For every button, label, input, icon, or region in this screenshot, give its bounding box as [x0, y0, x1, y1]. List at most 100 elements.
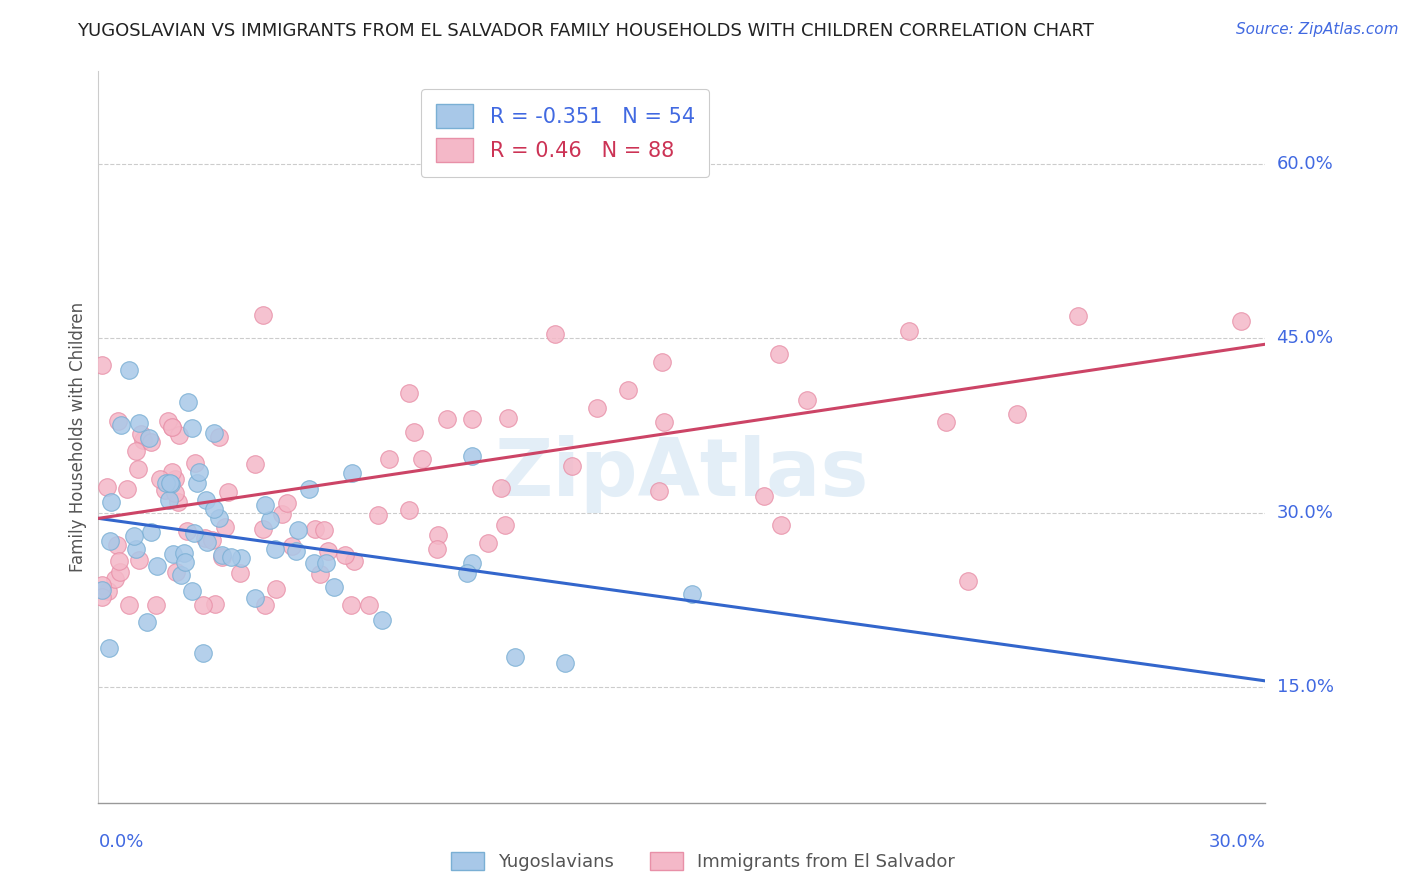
Point — [477, 535, 499, 549]
Point — [309, 566, 332, 581]
Point — [544, 327, 567, 342]
Point — [503, 649, 526, 664]
Point — [1067, 310, 1090, 324]
Point — [768, 347, 790, 361]
Point — [648, 483, 671, 498]
Point — [160, 477, 183, 491]
Point — [195, 492, 218, 507]
Y-axis label: Family Households with Children: Family Households with Children — [69, 302, 87, 572]
Point — [285, 544, 308, 558]
Point — [91, 577, 114, 591]
Point — [651, 355, 673, 369]
Point — [160, 420, 183, 434]
Point — [411, 452, 433, 467]
Point — [436, 411, 458, 425]
Point — [127, 462, 149, 476]
Point — [176, 524, 198, 538]
Point — [496, 410, 519, 425]
Point — [243, 457, 266, 471]
Point — [211, 550, 233, 565]
Point — [316, 543, 339, 558]
Point — [108, 554, 131, 568]
Point — [165, 486, 187, 500]
Point — [188, 465, 211, 479]
Legend: R = -0.351   N = 54, R = 0.46   N = 88: R = -0.351 N = 54, R = 0.46 N = 88 — [420, 89, 710, 177]
Point — [100, 495, 122, 509]
Point — [107, 414, 129, 428]
Point — [162, 466, 184, 480]
Point — [315, 557, 337, 571]
Point — [104, 572, 127, 586]
Text: ZipAtlas: ZipAtlas — [495, 434, 869, 513]
Point — [181, 421, 204, 435]
Point — [287, 523, 309, 537]
Point — [554, 656, 576, 670]
Point — [340, 467, 363, 481]
Point — [398, 386, 420, 401]
Point — [202, 426, 225, 441]
Point — [181, 584, 204, 599]
Text: 30.0%: 30.0% — [1277, 504, 1333, 522]
Point — [398, 502, 420, 516]
Point — [91, 582, 114, 597]
Point — [333, 548, 356, 562]
Point — [426, 541, 449, 556]
Point — [229, 566, 252, 580]
Point — [97, 584, 120, 599]
Point — [752, 489, 775, 503]
Point — [426, 528, 449, 542]
Point — [204, 597, 226, 611]
Point — [243, 591, 266, 606]
Point — [118, 363, 141, 377]
Point — [132, 434, 155, 448]
Point — [367, 508, 389, 522]
Point — [105, 538, 128, 552]
Point — [796, 392, 818, 407]
Point — [166, 494, 188, 508]
Point — [110, 417, 132, 432]
Point — [266, 582, 288, 597]
Point — [259, 513, 281, 527]
Point — [298, 482, 321, 496]
Point — [343, 554, 366, 568]
Point — [125, 542, 148, 557]
Text: 60.0%: 60.0% — [1277, 155, 1333, 173]
Point — [141, 525, 163, 540]
Point — [155, 475, 177, 490]
Point — [96, 480, 118, 494]
Point — [304, 522, 326, 536]
Point — [177, 395, 200, 409]
Point — [129, 427, 152, 442]
Point — [98, 533, 121, 548]
Point — [617, 384, 640, 398]
Point — [494, 518, 516, 533]
Point — [314, 523, 336, 537]
Point — [586, 401, 609, 416]
Point — [165, 565, 187, 579]
Point — [271, 507, 294, 521]
Point — [138, 431, 160, 445]
Point — [173, 546, 195, 560]
Point — [770, 518, 793, 533]
Text: 45.0%: 45.0% — [1277, 329, 1334, 347]
Point — [202, 502, 225, 516]
Point — [128, 416, 150, 430]
Point — [125, 443, 148, 458]
Point — [456, 566, 478, 581]
Legend: Yugoslavians, Immigrants from El Salvador: Yugoslavians, Immigrants from El Salvado… — [444, 845, 962, 879]
Point — [304, 556, 326, 570]
Point — [136, 615, 159, 629]
Point — [183, 525, 205, 540]
Point — [157, 414, 180, 428]
Point — [252, 522, 274, 536]
Text: Source: ZipAtlas.com: Source: ZipAtlas.com — [1236, 22, 1399, 37]
Point — [149, 472, 172, 486]
Point — [98, 641, 121, 656]
Point — [254, 498, 277, 512]
Point — [186, 475, 208, 490]
Text: YUGOSLAVIAN VS IMMIGRANTS FROM EL SALVADOR FAMILY HOUSEHOLDS WITH CHILDREN CORRE: YUGOSLAVIAN VS IMMIGRANTS FROM EL SALVAD… — [77, 22, 1094, 40]
Point — [956, 574, 979, 588]
Point — [461, 412, 484, 426]
Point — [159, 475, 181, 490]
Point — [264, 542, 287, 557]
